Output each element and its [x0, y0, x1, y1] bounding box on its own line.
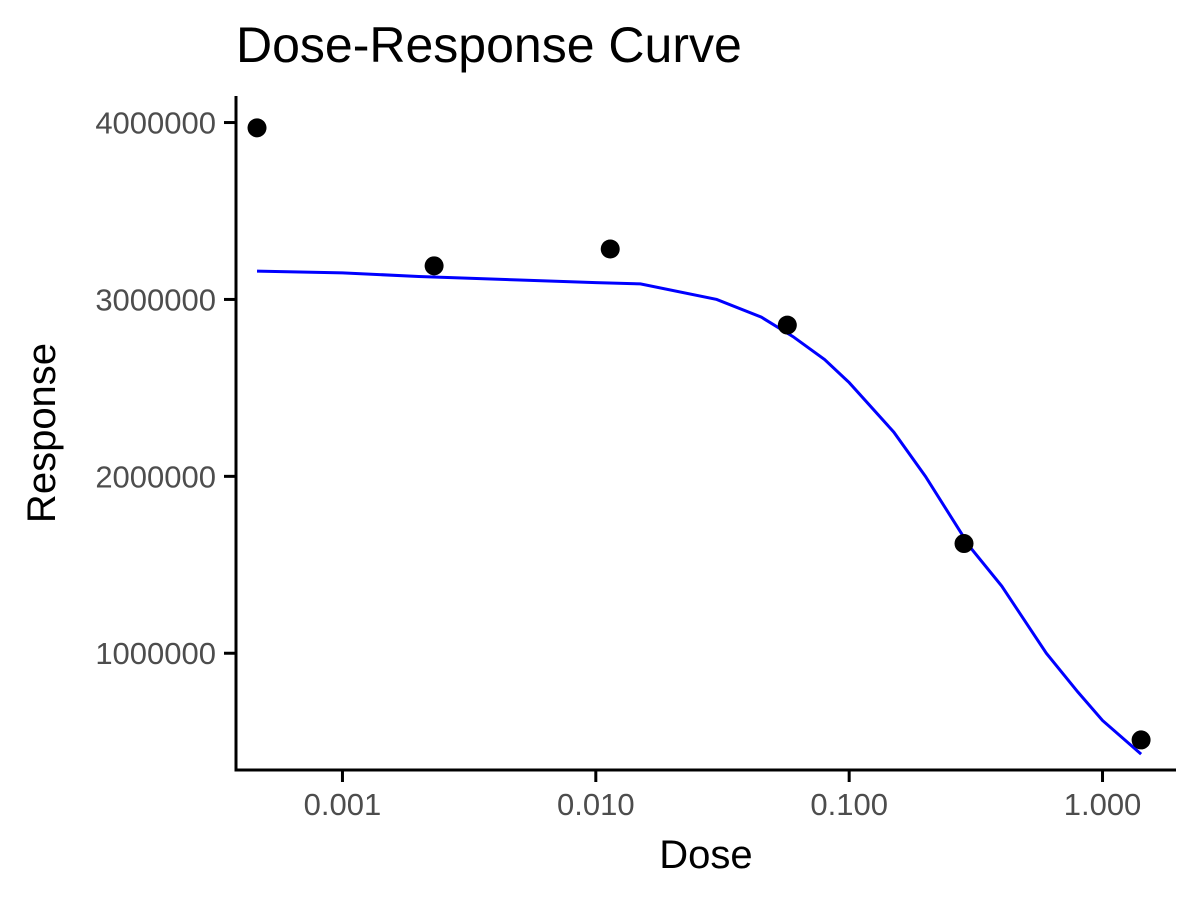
- y-axis-ticks: 1000000 2000000 3000000 4000000: [95, 106, 236, 671]
- data-point: [954, 534, 974, 554]
- y-axis-title: Response: [20, 343, 64, 523]
- plot-marks: [247, 118, 1151, 756]
- x-axis-ticks: 0.001 0.010 0.100 1.000: [304, 770, 1142, 822]
- chart-title: Dose-Response Curve: [236, 17, 742, 73]
- x-tick-label: 0.001: [304, 787, 382, 822]
- fitted-curve: [256, 269, 1143, 756]
- data-point: [600, 239, 620, 259]
- data-point: [777, 315, 797, 335]
- data-point: [424, 256, 444, 276]
- y-tick-label: 1000000: [95, 636, 216, 671]
- y-tick-label: 4000000: [95, 106, 216, 141]
- y-tick-label: 3000000: [95, 282, 216, 317]
- x-tick-label: 1.000: [1064, 787, 1142, 822]
- x-axis-title: Dose: [659, 833, 752, 877]
- data-point: [247, 118, 267, 138]
- data-point: [1131, 730, 1151, 750]
- x-tick-label: 0.100: [810, 787, 888, 822]
- x-tick-label: 0.010: [557, 787, 635, 822]
- y-tick-label: 2000000: [95, 459, 216, 494]
